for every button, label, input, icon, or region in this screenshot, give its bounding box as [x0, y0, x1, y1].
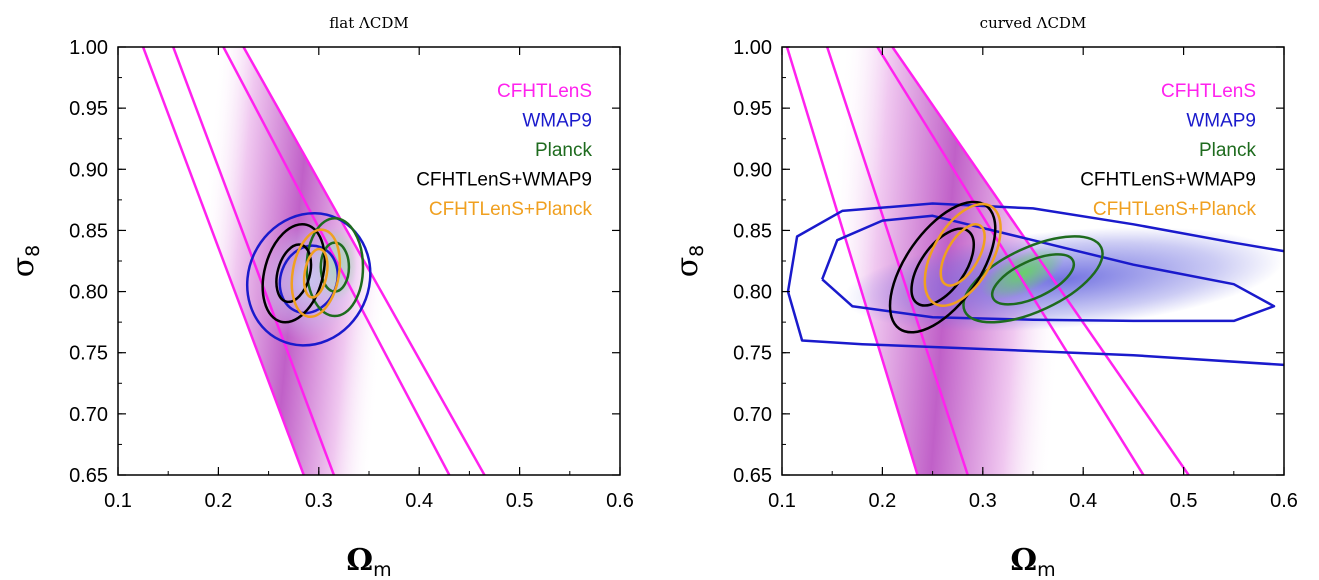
cfhtlens-planck-contour [923, 202, 1002, 307]
legend-entry: CFHTLenS [1161, 81, 1256, 102]
legend-entry: Planck [1199, 140, 1257, 161]
cfhtlens-contour-inner-lower [876, 47, 1145, 475]
panel-title: curved ΛCDM [980, 14, 1087, 32]
x-tick-label: 0.1 [104, 490, 132, 512]
y-tick-label: 0.85 [733, 220, 772, 242]
legend-entry: Planck [535, 140, 593, 161]
y-tick-label: 0.90 [733, 159, 772, 181]
x-tick-label: 0.4 [405, 490, 433, 512]
y-tick-label: 0.95 [69, 98, 108, 120]
cfhtlens-contour-inner-lower [222, 47, 451, 475]
cfhtlens-contour-outer-upper [785, 47, 919, 475]
y-tick-label: 0.70 [733, 404, 772, 426]
cfhtlens-contour-outer-lower [891, 47, 1190, 475]
x-tick-label: 0.3 [305, 490, 333, 512]
y-axis-label: σ8 [670, 245, 708, 278]
y-tick-label: 0.80 [69, 282, 108, 304]
x-tick-label: 0.1 [768, 490, 796, 512]
cfhtlens-planck-contour [302, 247, 329, 299]
x-axis-label: Ωm [1010, 543, 1055, 580]
wmap9-contour-inner [821, 214, 1276, 323]
x-tick-label: 0.2 [204, 490, 232, 512]
x-tick-label: 0.2 [868, 490, 896, 512]
x-tick-label: 0.6 [606, 490, 634, 512]
y-tick-label: 0.65 [69, 465, 108, 487]
y-tick-label: 1.00 [69, 37, 108, 59]
y-tick-label: 1.00 [733, 37, 772, 59]
x-tick-label: 0.4 [1069, 490, 1097, 512]
y-tick-label: 0.90 [69, 159, 108, 181]
legend-entry: CFHTLenS+WMAP9 [416, 170, 592, 191]
panel-1: 0.1 0.2 0.3 0.4 0.5 0.6 0.65 0.70 0.75 0.80 0.85 0.… [6, 14, 634, 580]
y-tick-label: 0.70 [69, 404, 108, 426]
legend-entry: CFHTLenS [497, 81, 592, 102]
legend: CFHTLenS WMAP9 Planck CFHTLenS+WMAP9 CFHTLen… [1080, 81, 1256, 220]
planck-contour [962, 235, 1104, 324]
y-tick-label: 0.85 [69, 220, 108, 242]
y-axis-label: σ8 [6, 245, 44, 278]
cfhtlens-planck-contour [290, 228, 342, 319]
legend: CFHTLenS WMAP9 Planck CFHTLenS+WMAP9 CFHTLen… [416, 81, 592, 220]
y-tick-label: 0.95 [733, 98, 772, 120]
cfhtlens-contour-inner-upper [825, 47, 969, 475]
x-tick-label: 0.6 [1270, 490, 1298, 512]
legend-entry: CFHTLenS+WMAP9 [1080, 170, 1256, 191]
cfhtlens-contour-inner-upper [172, 47, 336, 475]
panel-title: flat ΛCDM [329, 14, 408, 32]
legend-entry: CFHTLenS+Planck [429, 199, 593, 220]
x-axis-label: Ωm [346, 543, 391, 580]
panel-2: 0.1 0.2 0.3 0.4 0.5 0.6 0.65 0.70 0.75 0.80 0.85 0.… [670, 14, 1298, 580]
y-tick-label: 0.80 [733, 282, 772, 304]
wmap9-fill [843, 226, 1284, 332]
x-tick-label: 0.5 [506, 490, 534, 512]
cfhtlens-wmap9-contour [261, 222, 326, 324]
plot-area [785, 47, 1284, 475]
legend-entry: WMAP9 [1186, 111, 1256, 132]
legend-entry: WMAP9 [522, 111, 592, 132]
planck-fill [981, 247, 1065, 300]
cfhtlens-contour-outer-upper [141, 47, 305, 475]
legend-entry: CFHTLenS+Planck [1093, 199, 1257, 220]
y-tick-label: 0.65 [733, 465, 772, 487]
plot-area [141, 47, 486, 475]
planck-contour [990, 253, 1076, 306]
x-tick-label: 0.3 [969, 490, 997, 512]
cfhtlens-planck-contour [939, 223, 986, 287]
x-tick-label: 0.5 [1170, 490, 1198, 512]
y-tick-label: 0.75 [69, 343, 108, 365]
y-tick-label: 0.75 [733, 343, 772, 365]
wmap9-contour-outer [786, 202, 1284, 367]
